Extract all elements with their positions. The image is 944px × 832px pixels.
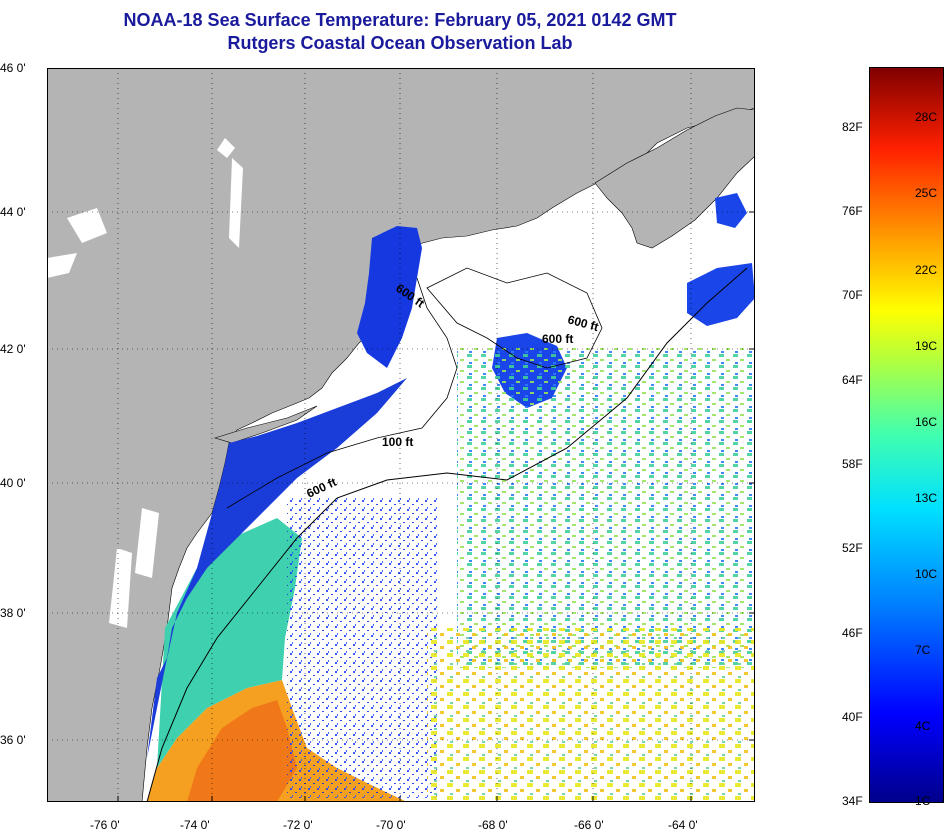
lon-label: -70 0' — [376, 818, 406, 832]
lat-label: 36 0' — [0, 733, 26, 747]
lon-label: -64 0' — [668, 818, 698, 832]
lat-label: 44 0' — [0, 205, 26, 219]
colorbar-label-c: 19C — [915, 339, 938, 353]
colorbar-label-f: 46F — [842, 626, 863, 640]
sst-map: 600 ft 100 ft 600 ft 600 ft 600 ft — [47, 68, 755, 802]
colorbar-label-c: 28C — [915, 110, 938, 124]
lake — [47, 253, 77, 278]
colorbar-label-c: 16C — [915, 415, 938, 429]
colorbar-label-c: 1C — [915, 794, 931, 808]
map-title: NOAA-18 Sea Surface Temperature: Februar… — [123, 10, 677, 30]
colorbar-label-c: 4C — [915, 719, 931, 733]
colorbar-label-c: 10C — [915, 567, 938, 581]
sst-patchy-yellow — [427, 628, 755, 802]
colorbar-label-c: 13C — [915, 491, 938, 505]
lake — [135, 508, 159, 578]
tick-marks — [117, 211, 755, 802]
contour-gulf-of-maine — [426, 267, 603, 369]
colorbar-label-f: 82F — [842, 120, 863, 134]
sst-cold-gulf-of-maine — [357, 226, 422, 368]
colorbar-label-c: 7C — [915, 643, 931, 657]
colorbar-label-c: 25C — [915, 186, 938, 200]
lon-label: -74 0' — [180, 818, 210, 832]
sst-patchy-mixed — [457, 348, 755, 668]
contour-label: 100 ft — [382, 435, 413, 449]
colorbar-label-f: 64F — [842, 373, 863, 387]
colorbar-label-c: 22C — [915, 263, 938, 277]
lake — [229, 158, 243, 248]
lon-label: -68 0' — [478, 818, 508, 832]
lake — [109, 548, 132, 628]
map-frame — [47, 68, 755, 802]
sst-cold-scotian — [687, 263, 755, 326]
sst-cold-ne — [715, 193, 747, 228]
contour-100ft — [226, 277, 458, 509]
colorbar-label-f: 70F — [842, 288, 863, 302]
lake — [67, 208, 107, 243]
colorbar-label-f: 58F — [842, 457, 863, 471]
land-nova-scotia — [594, 107, 755, 249]
lat-label: 40 0' — [0, 476, 26, 490]
temperature-colorbar — [869, 67, 944, 803]
colorbar-label-f: 40F — [842, 710, 863, 724]
map-subtitle: Rutgers Coastal Ocean Observation Lab — [227, 33, 573, 53]
gridlines — [47, 68, 755, 802]
lon-label: -76 0' — [90, 818, 120, 832]
lon-label: -66 0' — [574, 818, 604, 832]
sst-warm-core — [187, 700, 297, 802]
sst-cold-coastal — [147, 378, 407, 758]
lon-label: -72 0' — [283, 818, 313, 832]
lat-label: 38 0' — [0, 606, 26, 620]
colorbar-label-f: 76F — [842, 204, 863, 218]
colorbar-label-f: 52F — [842, 541, 863, 555]
lat-label: 42 0' — [0, 342, 26, 356]
contour-label: 600 ft — [542, 332, 573, 346]
colorbar-label-f: 34F — [842, 794, 863, 808]
contour-600ft — [146, 267, 748, 802]
lat-label: 46 0' — [0, 61, 26, 75]
lake — [217, 138, 235, 158]
sst-speckle-band — [287, 498, 437, 798]
